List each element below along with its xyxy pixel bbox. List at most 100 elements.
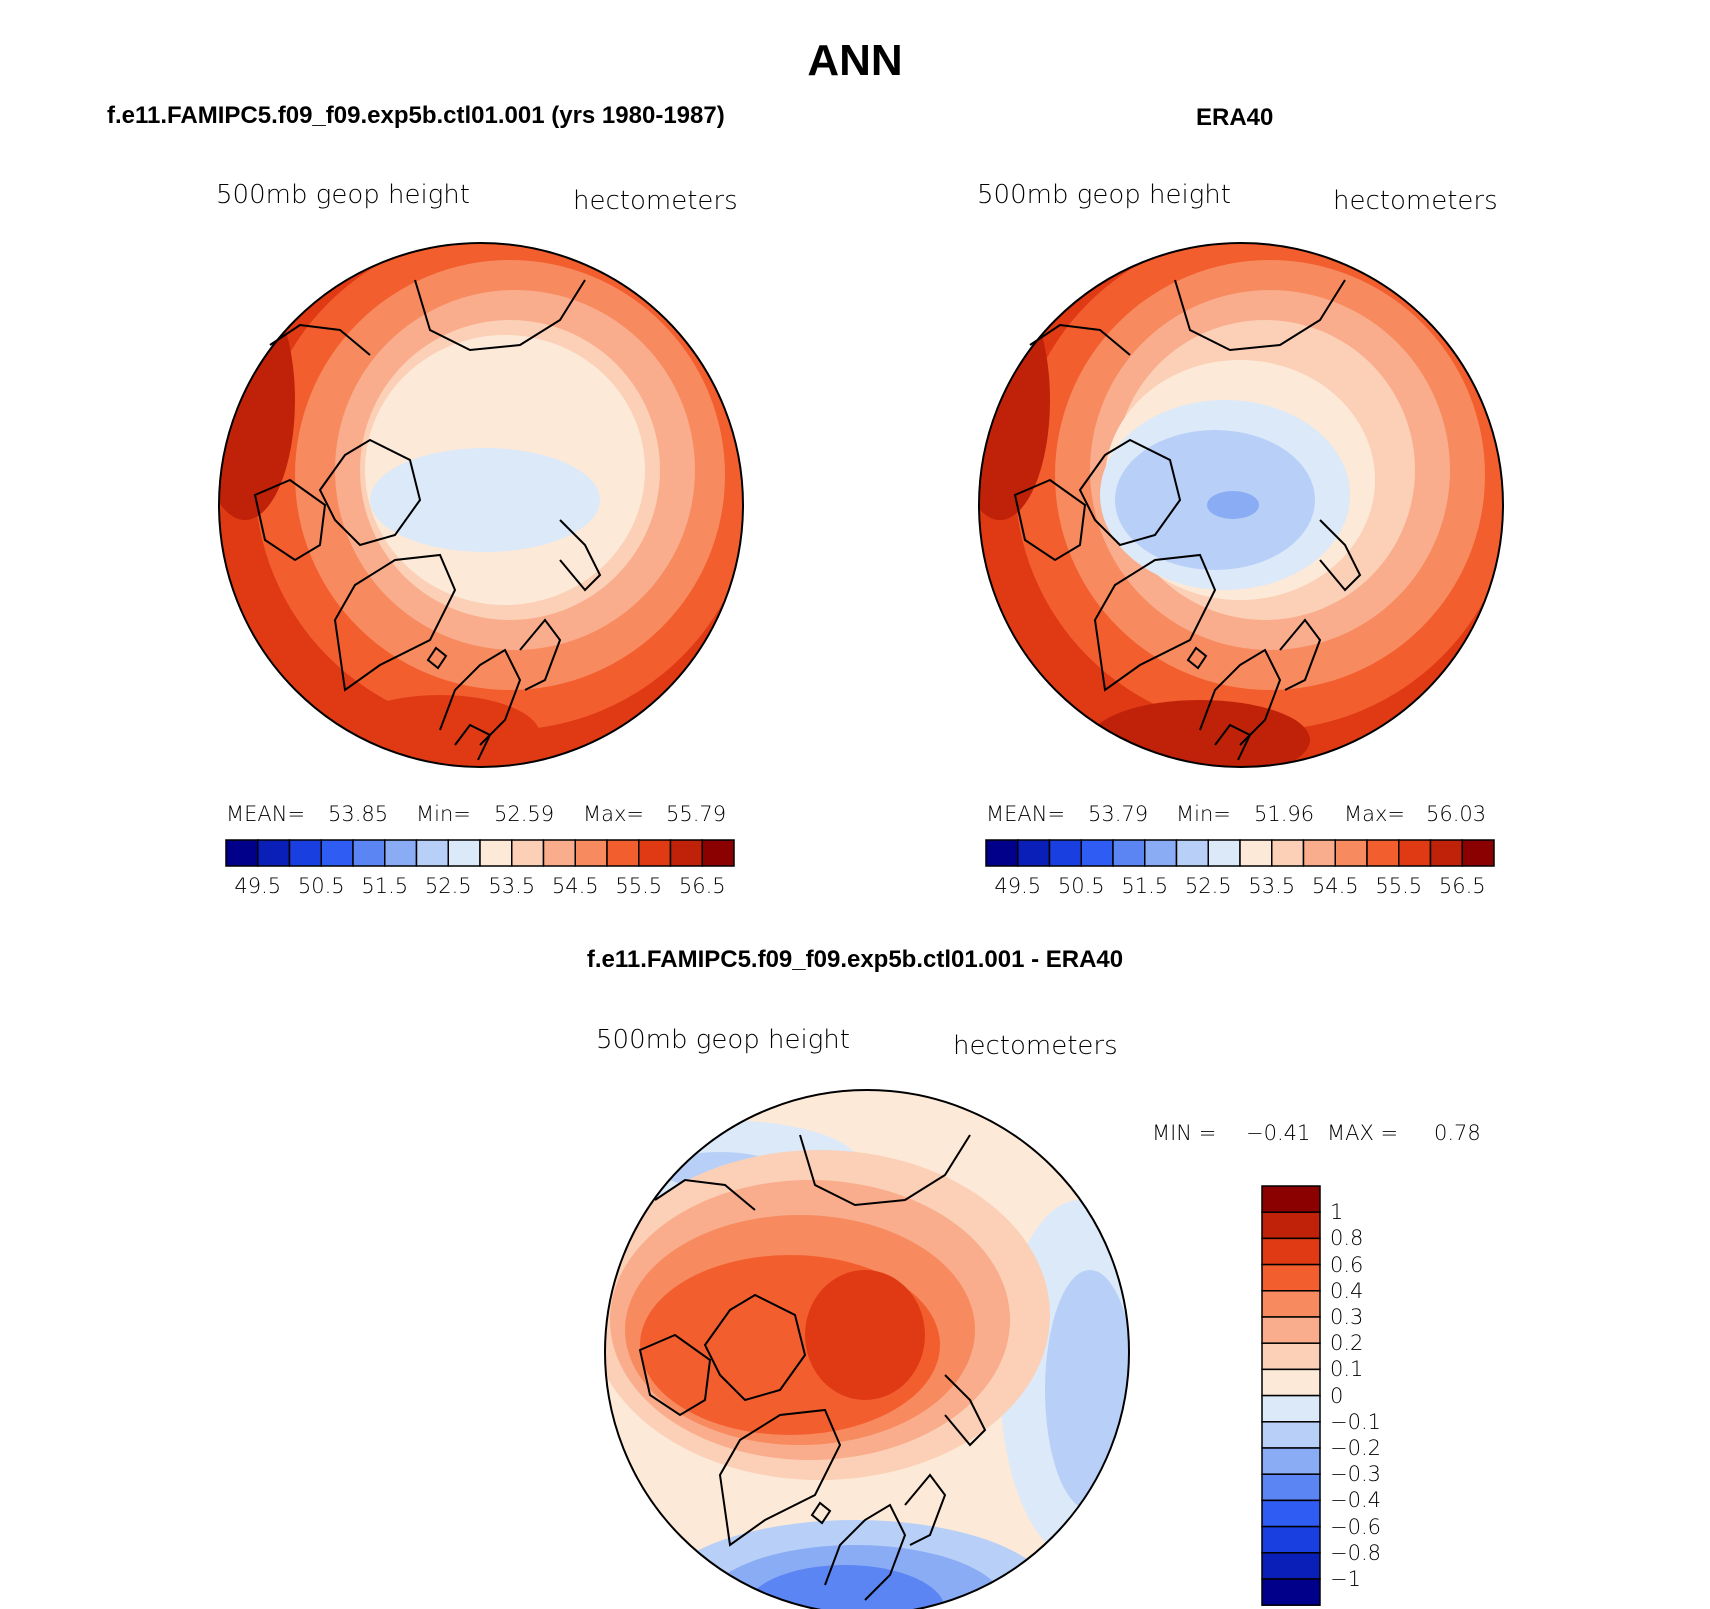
left-panel-title: f.e11.FAMIPC5.f09_f09.exp5b.ctl01.001 (y…	[107, 102, 725, 129]
model-colorbar-box	[447, 839, 481, 867]
era40-polar-map	[978, 242, 1504, 768]
era40-coastlines	[1013, 279, 1362, 761]
era40-min-value: 51.96	[1254, 802, 1315, 826]
era40-colorbar-box	[1461, 839, 1495, 867]
model-colorbar-tick-label: 49.5	[234, 874, 282, 898]
era40-colorbar-tick-label: 53.5	[1248, 874, 1296, 898]
era40-colorbar-box	[1334, 839, 1368, 867]
era40-colorbar-box	[985, 839, 1019, 867]
model-colorbar-tick-label: 50.5	[297, 874, 345, 898]
diff-colorbar-box	[1261, 1578, 1321, 1606]
diff-colorbar-tick-label: 0.2	[1330, 1331, 1364, 1356]
diff-colorbar-box	[1261, 1237, 1321, 1266]
diff-colorbar-tick-label: −1	[1330, 1567, 1361, 1591]
model-colorbar-box	[542, 839, 576, 867]
diff-colorbar-tick-label: −0.2	[1330, 1436, 1381, 1460]
era40-mean-value: 53.79	[1088, 802, 1149, 826]
model-coastlines	[253, 279, 602, 761]
model-colorbar-tick-label: 52.5	[424, 874, 472, 898]
diff-map-border	[604, 1089, 1130, 1609]
era40-min-label: Min=	[1176, 802, 1231, 826]
era40-colorbar-box	[1429, 839, 1463, 867]
era40-units-label: hectometers	[1333, 186, 1498, 216]
model-mean-label: MEAN=	[226, 802, 306, 826]
model-colorbar-box	[606, 839, 640, 867]
model-colorbar-box	[257, 839, 291, 867]
era40-colorbar-box	[1366, 839, 1400, 867]
model-colorbar-tick-label: 51.5	[361, 874, 409, 898]
era40-max-label: Max=	[1344, 802, 1406, 826]
era40-map-border	[978, 242, 1504, 768]
era40-colorbar-tick-label: 52.5	[1184, 874, 1232, 898]
diff-colorbar-box	[1261, 1394, 1321, 1423]
model-colorbar-tick-label: 54.5	[551, 874, 599, 898]
model-colorbar-tick-label: 55.5	[615, 874, 663, 898]
diff-colorbar-box	[1261, 1552, 1321, 1580]
model-max-value: 55.79	[666, 802, 727, 826]
era40-colorbar-box	[1048, 839, 1082, 867]
model-colorbar-tick-label: 53.5	[488, 874, 536, 898]
diff-colorbar-box	[1261, 1211, 1321, 1240]
diff-colorbar-box	[1261, 1316, 1321, 1344]
model-polar-map	[218, 242, 744, 768]
diff-colorbar-tick-label: −0.6	[1330, 1514, 1381, 1539]
era40-colorbar	[985, 839, 1495, 867]
model-colorbar-box	[701, 839, 735, 867]
era40-max-value: 56.03	[1426, 802, 1487, 826]
page-title: ANN	[807, 36, 903, 85]
era40-colorbar-box	[1302, 839, 1336, 867]
diff-units-label: hectometers	[953, 1031, 1118, 1061]
model-min-value: 52.59	[494, 802, 555, 826]
diff-max-value: 0.78	[1434, 1121, 1481, 1145]
diff-panel-title: f.e11.FAMIPC5.f09_f09.exp5b.ctl01.001 - …	[586, 946, 1124, 973]
diff-colorbar-box	[1261, 1525, 1321, 1554]
era40-variable-label: 500mb geop height	[977, 180, 1231, 210]
diff-colorbar-tick-label: 1	[1330, 1200, 1344, 1225]
model-max-label: Max=	[583, 802, 645, 826]
diff-colorbar-tick-label: −0.3	[1330, 1462, 1381, 1487]
model-colorbar-box	[415, 839, 449, 867]
model-colorbar-box	[479, 839, 513, 867]
model-colorbar-box	[288, 839, 322, 867]
diff-colorbar-box	[1261, 1499, 1321, 1528]
diff-colorbar-tick-label: 0	[1330, 1383, 1344, 1408]
era40-colorbar-box	[1207, 839, 1241, 867]
model-colorbar	[225, 839, 735, 867]
diff-colorbar-tick-label: −0.4	[1330, 1488, 1381, 1513]
diff-colorbar-tick-label: −0.1	[1330, 1409, 1381, 1434]
model-min-label: Min=	[416, 802, 471, 826]
diff-colorbar	[1261, 1185, 1321, 1606]
era40-colorbar-box	[1271, 839, 1305, 867]
diff-colorbar-box	[1261, 1368, 1321, 1397]
model-map-border	[218, 242, 744, 768]
era40-colorbar-tick-label: 54.5	[1311, 874, 1359, 898]
diff-colorbar-box	[1261, 1290, 1321, 1318]
model-colorbar-box	[320, 839, 354, 867]
era40-colorbar-box	[1175, 839, 1209, 867]
model-colorbar-tick-label: 56.5	[678, 874, 726, 898]
era40-colorbar-tick-label: 55.5	[1375, 874, 1423, 898]
era40-colorbar-tick-label: 51.5	[1121, 874, 1169, 898]
diff-coastlines	[638, 1134, 987, 1601]
model-variable-label: 500mb geop height	[216, 180, 470, 210]
diff-min-label: MIN =	[1152, 1121, 1217, 1145]
diff-max-label: MAX =	[1327, 1121, 1399, 1145]
diff-variable-label: 500mb geop height	[596, 1025, 850, 1055]
model-colorbar-box	[638, 839, 672, 867]
model-colorbar-box	[669, 839, 703, 867]
model-colorbar-box	[574, 839, 608, 867]
era40-colorbar-box	[1398, 839, 1432, 867]
model-colorbar-box	[352, 839, 386, 867]
diff-polar-map	[604, 1089, 1130, 1609]
era40-colorbar-box	[1239, 839, 1273, 867]
diff-colorbar-tick-label: 0.4	[1330, 1278, 1364, 1303]
model-colorbar-box	[384, 839, 418, 867]
era40-colorbar-tick-label: 56.5	[1438, 874, 1486, 898]
model-colorbar-box	[511, 839, 545, 867]
diff-colorbar-box	[1261, 1342, 1321, 1371]
diff-colorbar-tick-label: −0.8	[1330, 1540, 1381, 1565]
era40-colorbar-tick-label: 50.5	[1057, 874, 1105, 898]
diff-colorbar-tick-label: 0.3	[1330, 1305, 1364, 1329]
diff-colorbar-box	[1261, 1447, 1321, 1475]
